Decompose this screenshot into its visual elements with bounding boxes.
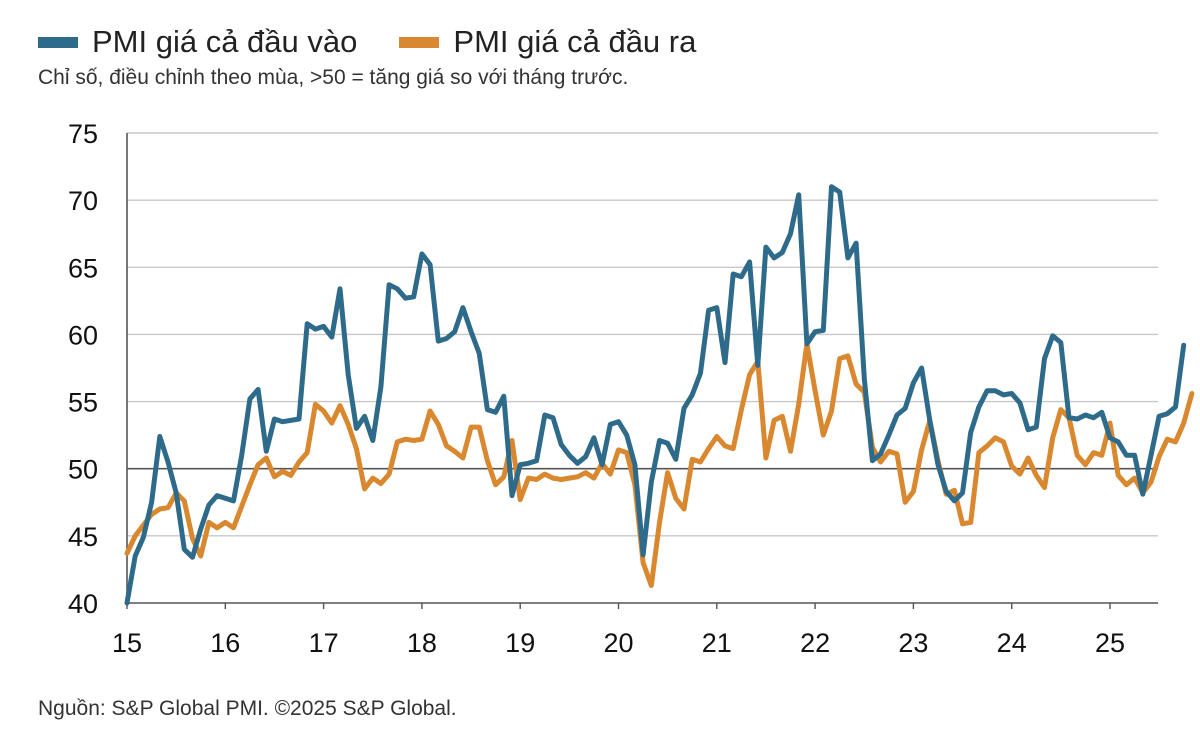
x-tick-label: 15 <box>112 628 142 658</box>
legend-label-input: PMI giá cả đầu vào <box>92 24 358 59</box>
y-tick-label: 75 <box>68 119 98 149</box>
legend-swatch-input <box>38 36 78 48</box>
x-tick-label: 22 <box>800 628 830 658</box>
x-tick-label: 17 <box>309 628 339 658</box>
tick-labels: 40 45 50 55 60 65 70 75 15 16 17 18 19 20 21 22 23 24 25 <box>68 119 1125 658</box>
grid-lines <box>127 132 1158 537</box>
x-tick-label: 18 <box>407 628 437 658</box>
y-tick-label: 70 <box>68 186 98 216</box>
series-line-input-prices <box>124 184 1187 606</box>
x-tick-label: 21 <box>702 628 732 658</box>
x-tick-label: 23 <box>898 628 928 658</box>
legend-item-output: PMI giá cả đầu ra <box>399 24 696 60</box>
x-tick-label: 24 <box>997 628 1027 658</box>
legend-item-input: PMI giá cả đầu vào <box>38 24 357 60</box>
series-lines <box>124 184 1195 606</box>
legend-swatch-output <box>399 36 440 48</box>
x-tick-label: 20 <box>603 628 633 658</box>
x-tick-label: 25 <box>1095 628 1125 658</box>
y-tick-label: 40 <box>68 589 98 619</box>
y-tick-label: 55 <box>68 388 98 418</box>
legend: PMI giá cả đầu vào PMI giá cả đầu ra <box>38 20 738 64</box>
legend-label-output: PMI giá cả đầu ra <box>453 24 697 59</box>
chart-subtitle: Chỉ số, điều chỉnh theo mùa, >50 = tăng … <box>38 66 629 89</box>
x-tick-label: 19 <box>505 628 535 658</box>
series-line-output-prices <box>124 341 1195 588</box>
y-tick-label: 50 <box>68 455 98 485</box>
y-tick-label: 60 <box>68 320 98 350</box>
x-tick-label: 16 <box>210 628 240 658</box>
source-note: Nguồn: S&P Global PMI. ©2025 S&P Global. <box>38 697 457 720</box>
y-tick-label: 65 <box>68 253 98 283</box>
y-tick-label: 45 <box>68 522 98 552</box>
